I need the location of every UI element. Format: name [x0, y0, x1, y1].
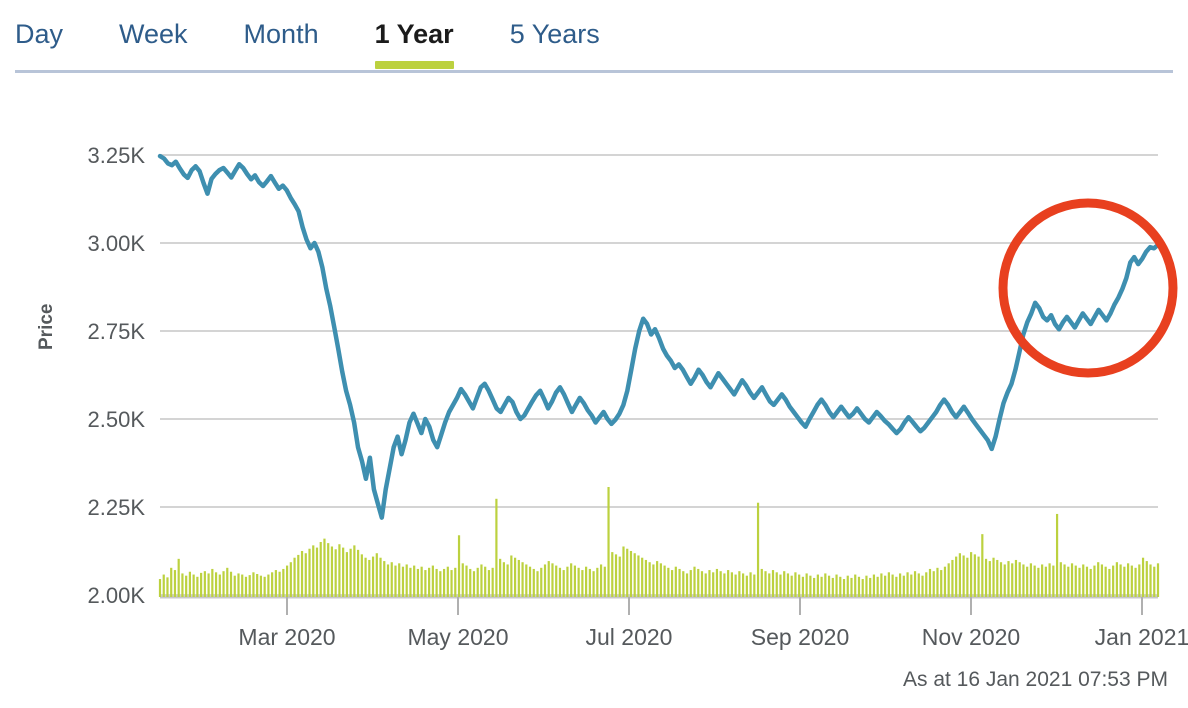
svg-text:Jul 2020: Jul 2020 [586, 624, 673, 650]
tab-month[interactable]: Month [244, 12, 319, 72]
tab-5-years[interactable]: 5 Years [510, 12, 600, 72]
annotation-circle [998, 198, 1178, 378]
tab-5-years-label: 5 Years [509, 19, 600, 49]
svg-text:2.25K: 2.25K [88, 495, 146, 520]
x-axis: Mar 2020 May 2020 Jul 2020 Sep 2020 Nov 2020… [238, 597, 1188, 650]
tab-1-year-underline [374, 61, 454, 69]
tab-1-year[interactable]: 1 Year [374, 12, 454, 72]
svg-text:2.50K: 2.50K [88, 407, 146, 432]
tab-week[interactable]: Week [119, 12, 188, 72]
price-chart[interactable]: Price 3.25K 3.00K 2.75K 2.50K 2.25K 2.00K Mar… [0, 76, 1188, 656]
tab-day-label: Day [15, 19, 64, 49]
svg-text:Sep 2020: Sep 2020 [751, 624, 849, 650]
period-tabbar: Day Week Month 1 Year 5 Years [0, 0, 1188, 76]
price-line-series [157, 153, 1161, 520]
tab-day[interactable]: Day [15, 12, 63, 72]
svg-text:3.00K: 3.00K [88, 231, 146, 256]
tabbar-divider [15, 70, 1173, 73]
volume-bar-series [158, 487, 1160, 597]
svg-text:Nov 2020: Nov 2020 [922, 624, 1020, 650]
tab-month-label: Month [243, 19, 319, 49]
svg-text:May 2020: May 2020 [407, 624, 508, 650]
svg-text:2.75K: 2.75K [88, 319, 146, 344]
y-axis-title: Price [36, 303, 57, 350]
svg-text:Jan 2021: Jan 2021 [1095, 624, 1188, 650]
y-axis-tick-labels: 3.25K 3.00K 2.75K 2.50K 2.25K 2.00K [88, 143, 146, 608]
as-at-timestamp: As at 16 Jan 2021 07:53 PM [902, 668, 1168, 691]
svg-text:3.25K: 3.25K [88, 143, 146, 168]
tab-week-label: Week [119, 19, 188, 49]
svg-text:2.00K: 2.00K [88, 583, 146, 608]
svg-text:Mar 2020: Mar 2020 [238, 624, 335, 650]
tab-1-year-label: 1 Year [374, 19, 454, 49]
period-tab-list: Day Week Month 1 Year 5 Years [15, 12, 656, 72]
chart-gridlines [160, 154, 1158, 599]
